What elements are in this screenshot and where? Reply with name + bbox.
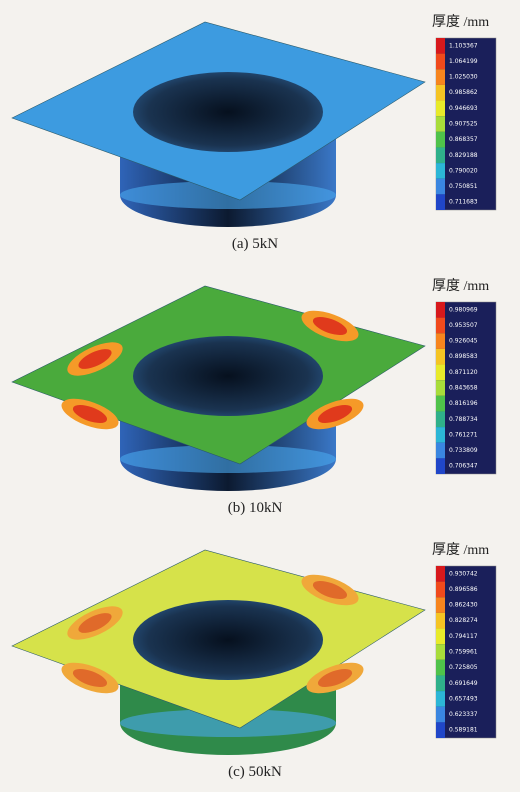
legend-label: 0.759961 bbox=[449, 649, 478, 656]
legend-label: 0.930742 bbox=[449, 570, 478, 577]
legend-swatch bbox=[436, 318, 445, 334]
figure: 厚度 /mm 1.103367 1.064199 1.025030 0.985862 0.… bbox=[0, 0, 520, 792]
legend-swatch bbox=[436, 691, 445, 707]
legend-swatch bbox=[436, 722, 445, 738]
legend-title: 厚度 /mm bbox=[432, 542, 489, 558]
legend-swatch bbox=[436, 147, 445, 163]
legend-swatch bbox=[436, 163, 445, 179]
legend-label: 0.898583 bbox=[449, 353, 478, 360]
legend-label: 0.706347 bbox=[449, 463, 478, 470]
legend-label: 0.657493 bbox=[449, 695, 478, 702]
legend-label: 0.953507 bbox=[449, 322, 478, 329]
legend-swatch bbox=[436, 380, 445, 396]
legend-swatch bbox=[436, 660, 445, 676]
legend-label: 0.985862 bbox=[449, 89, 478, 96]
legend-label: 0.896586 bbox=[449, 586, 478, 593]
legend-label: 1.103367 bbox=[449, 42, 478, 49]
legend-swatch bbox=[436, 443, 445, 459]
legend-swatch bbox=[436, 302, 445, 318]
caption: (a) 5kN bbox=[232, 236, 278, 252]
legend-label: 0.816196 bbox=[449, 400, 478, 407]
legend-swatch bbox=[436, 675, 445, 691]
legend-label: 0.926045 bbox=[449, 338, 478, 345]
legend-label: 0.828274 bbox=[449, 617, 478, 624]
legend-swatch bbox=[436, 613, 445, 629]
legend-swatch bbox=[436, 707, 445, 723]
legend-label: 0.761271 bbox=[449, 431, 478, 438]
legend-title: 厚度 /mm bbox=[432, 278, 489, 294]
legend-swatch bbox=[436, 85, 445, 101]
legend-label: 1.025030 bbox=[449, 74, 478, 81]
legend-swatch bbox=[436, 566, 445, 582]
legend-swatch bbox=[436, 132, 445, 148]
legend-swatch bbox=[436, 411, 445, 427]
legend-swatch bbox=[436, 582, 445, 598]
legend-label: 0.623337 bbox=[449, 711, 478, 718]
panel: 厚度 /mm 0.930742 0.896586 0.862430 0.828274 0.… bbox=[12, 542, 496, 780]
legend-label: 0.711683 bbox=[449, 199, 478, 206]
legend-swatch bbox=[436, 38, 445, 54]
legend-label: 0.871120 bbox=[449, 369, 478, 376]
legend-swatch bbox=[436, 427, 445, 443]
legend-swatch bbox=[436, 458, 445, 474]
legend-label: 0.790020 bbox=[449, 167, 478, 174]
legend-label: 0.907525 bbox=[449, 121, 478, 128]
legend-swatch bbox=[436, 116, 445, 132]
legend-swatch bbox=[436, 597, 445, 613]
legend-label: 0.750851 bbox=[449, 183, 478, 190]
caption: (c) 50kN bbox=[228, 764, 282, 780]
legend-label: 0.862430 bbox=[449, 602, 478, 609]
legend-swatch bbox=[436, 365, 445, 381]
legend-title: 厚度 /mm bbox=[432, 14, 489, 30]
legend-label: 0.733809 bbox=[449, 447, 478, 454]
legend-swatch bbox=[436, 349, 445, 365]
legend-label: 0.725805 bbox=[449, 664, 478, 671]
legend-swatch bbox=[436, 644, 445, 660]
legend-label: 1.064199 bbox=[449, 58, 478, 65]
legend-swatch bbox=[436, 629, 445, 645]
legend-swatch bbox=[436, 101, 445, 117]
legend-swatch bbox=[436, 54, 445, 70]
legend-label: 0.794117 bbox=[449, 633, 478, 640]
legend-swatch bbox=[436, 69, 445, 85]
panel: 厚度 /mm 1.103367 1.064199 1.025030 0.985862 0.… bbox=[12, 14, 496, 252]
legend-swatch bbox=[436, 333, 445, 349]
cup-opening bbox=[133, 336, 323, 416]
panel: 厚度 /mm 0.980969 0.953507 0.926045 0.898583 0.… bbox=[12, 278, 496, 516]
legend-label: 0.589181 bbox=[449, 727, 478, 734]
caption: (b) 10kN bbox=[228, 500, 283, 516]
legend-swatch bbox=[436, 194, 445, 210]
cup-opening bbox=[133, 72, 323, 152]
legend-label: 0.829188 bbox=[449, 152, 478, 159]
legend-swatch bbox=[436, 396, 445, 412]
legend-label: 0.980969 bbox=[449, 306, 478, 313]
legend-label: 0.691649 bbox=[449, 680, 478, 687]
legend-swatch bbox=[436, 179, 445, 195]
legend-label: 0.843658 bbox=[449, 385, 478, 392]
cup-opening bbox=[133, 600, 323, 680]
legend-label: 0.788734 bbox=[449, 416, 478, 423]
legend-label: 0.868357 bbox=[449, 136, 478, 143]
legend-label: 0.946693 bbox=[449, 105, 478, 112]
